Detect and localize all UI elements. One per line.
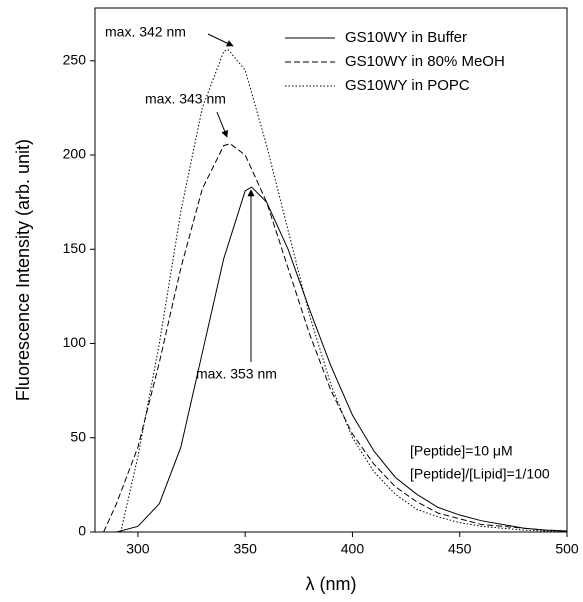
data-line bbox=[120, 48, 568, 533]
x-tick-label: 500 bbox=[555, 541, 579, 557]
x-tick-label: 450 bbox=[448, 541, 472, 557]
annotation-arrow bbox=[216, 111, 228, 138]
x-tick-label: 350 bbox=[234, 541, 258, 557]
y-tick-label: 100 bbox=[63, 334, 87, 350]
y-tick-label: 50 bbox=[70, 428, 86, 444]
plot-frame bbox=[94, 7, 568, 533]
x-tick-label: 400 bbox=[341, 541, 365, 557]
data-line bbox=[103, 143, 568, 533]
x-tick-label: 300 bbox=[126, 541, 150, 557]
legend-label: GS10WY in POPC bbox=[345, 77, 470, 94]
annotation: [Peptide]=10 μM bbox=[410, 443, 513, 459]
annotation-arrow bbox=[207, 33, 234, 47]
y-tick-label: 0 bbox=[78, 523, 86, 539]
annotation: max. 343 nm bbox=[145, 91, 226, 107]
data-line bbox=[116, 186, 568, 533]
annotation: [Peptide]/[Lipid]=1/100 bbox=[410, 466, 550, 482]
y-axis-label: Fluorescence Intensity (arb. unit) bbox=[13, 139, 33, 401]
annotation: max. 353 nm bbox=[196, 366, 277, 382]
y-tick-label: 250 bbox=[63, 51, 87, 67]
x-axis-label: λ (nm) bbox=[306, 574, 357, 594]
annotation: max. 342 nm bbox=[105, 24, 186, 40]
legend-label: GS10WY in 80% MeOH bbox=[345, 53, 505, 70]
y-tick-label: 200 bbox=[63, 146, 87, 162]
legend-label: GS10WY in Buffer bbox=[345, 29, 467, 46]
y-tick-label: 150 bbox=[63, 240, 87, 256]
